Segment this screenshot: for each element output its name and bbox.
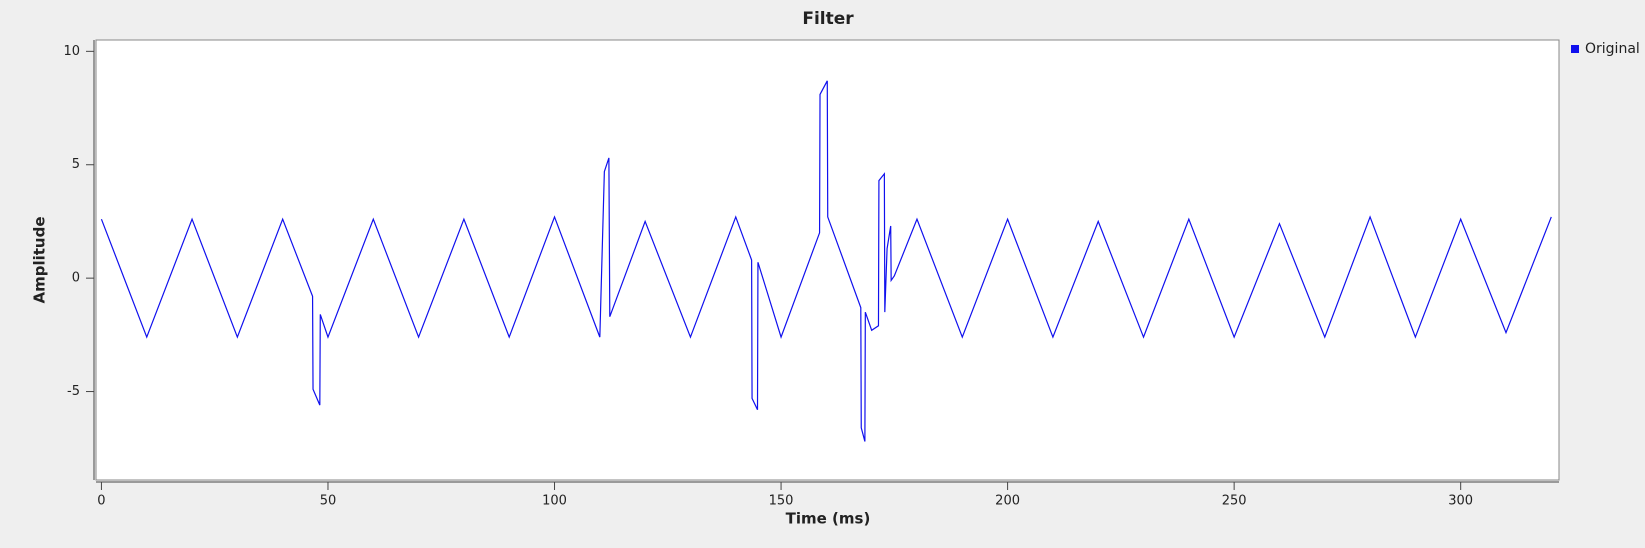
series-line bbox=[100, 80, 1552, 442]
y-axis-label: Amplitude bbox=[31, 216, 49, 303]
legend-label: Original bbox=[1585, 41, 1640, 57]
x-tick-label: 0 bbox=[97, 494, 105, 509]
x-tick-label: 50 bbox=[320, 494, 337, 509]
x-tick-label: 150 bbox=[769, 494, 794, 509]
y-tick-label: 10 bbox=[63, 44, 80, 59]
y-tick-label: 0 bbox=[72, 271, 80, 286]
y-tick-label: 5 bbox=[72, 157, 80, 172]
legend-swatch bbox=[1571, 45, 1579, 53]
x-tick-label: 100 bbox=[542, 494, 567, 509]
x-tick-label: 300 bbox=[1448, 494, 1473, 509]
y-tick-label: -5 bbox=[67, 384, 80, 399]
x-tick-label: 200 bbox=[995, 494, 1020, 509]
chart-title: Filter bbox=[802, 9, 854, 29]
x-tick-label: 250 bbox=[1222, 494, 1247, 509]
x-axis-label: Time (ms) bbox=[786, 510, 871, 528]
